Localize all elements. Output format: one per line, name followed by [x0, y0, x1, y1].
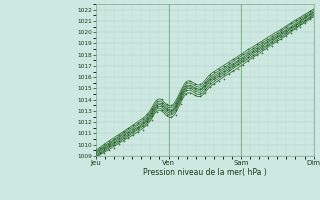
X-axis label: Pression niveau de la mer( hPa ): Pression niveau de la mer( hPa ) [143, 168, 267, 177]
